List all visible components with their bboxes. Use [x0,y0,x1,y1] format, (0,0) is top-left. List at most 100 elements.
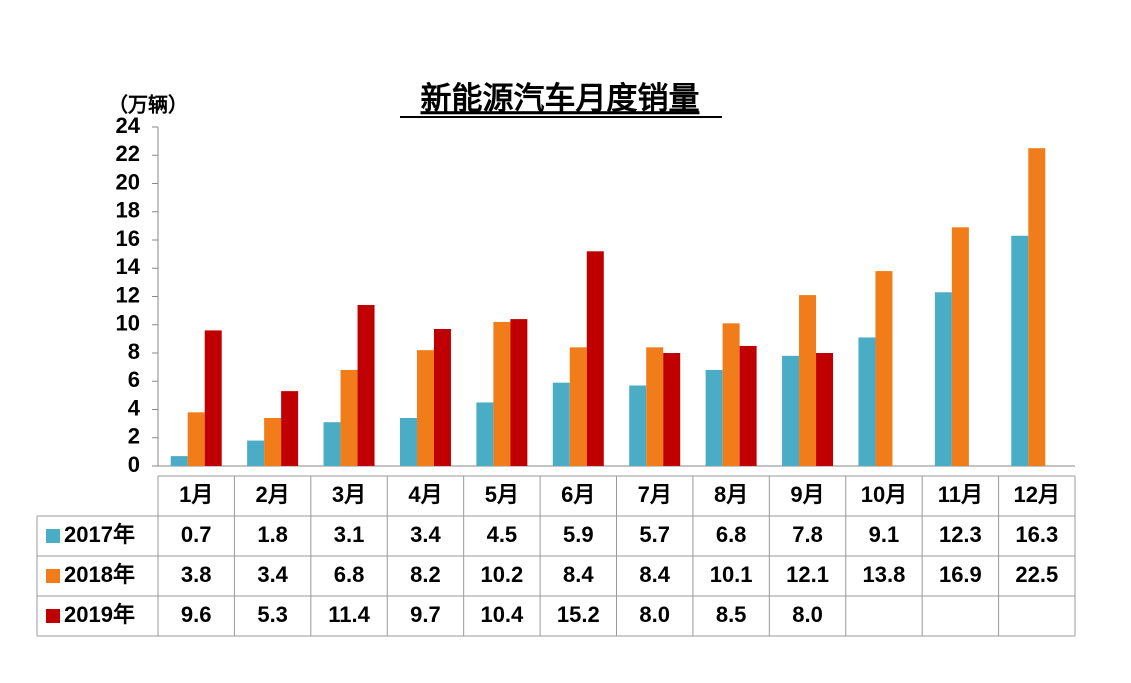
y-unit: （万辆） [108,92,188,116]
table-value: 3.1 [334,522,365,547]
x-tick-label: 5月 [485,482,519,507]
bar [951,227,969,466]
table-value: 6.8 [334,562,365,587]
table-value: 5.3 [257,602,288,627]
x-tick-label: 6月 [561,482,595,507]
y-tick-label: 2 [128,424,140,449]
table-value: 5.7 [639,522,670,547]
bar [816,353,834,466]
legend-label: 2019年 [64,602,135,627]
bar [1011,235,1029,466]
bar [476,402,494,466]
table-value: 11.4 [328,602,370,627]
bar [323,422,341,466]
bar [722,323,740,466]
legend-swatch [46,529,60,543]
x-tick-label: 12月 [1014,482,1060,507]
bar [1028,148,1046,466]
table-value: 22.5 [1015,562,1058,587]
table-value: 10.1 [710,562,753,587]
table-value: 12.3 [939,522,982,547]
bar [493,321,511,466]
legend-label: 2018年 [64,562,135,587]
x-tick-label: 3月 [332,482,366,507]
x-tick-label: 11月 [938,482,983,507]
table-value: 3.8 [181,562,212,587]
bar [399,417,417,466]
x-tick-label: 4月 [408,482,442,507]
bar [858,337,876,466]
table-value: 9.6 [181,602,212,627]
y-tick-label: 20 [116,169,140,194]
x-tick-label: 9月 [790,482,824,507]
y-tick-label: 16 [116,226,140,251]
bar [416,350,434,466]
bar [586,251,604,466]
table-value: 10.4 [480,602,524,627]
table-value: 12.1 [786,562,829,587]
table-value: 8.4 [639,562,670,587]
legend-label: 2017年 [64,522,135,547]
y-tick-label: 10 [116,311,140,336]
table-value: 5.9 [563,522,594,547]
table-value: 9.7 [410,602,441,627]
bar [340,369,358,466]
table-value: 8.0 [792,602,823,627]
bar [782,355,800,466]
y-tick-label: 8 [128,339,140,364]
table-value: 3.4 [257,562,288,587]
bar [663,353,681,466]
table-value: 16.9 [939,562,982,587]
bar [629,385,647,466]
bar [170,456,188,466]
table-value: 6.8 [716,522,747,547]
y-tick-label: 6 [128,367,140,392]
bar [187,412,205,466]
bar [247,440,265,466]
bar [875,271,893,466]
legend-swatch [46,569,60,583]
table-value: 8.5 [716,602,747,627]
table-value: 16.3 [1015,522,1058,547]
table-value: 9.1 [869,522,900,547]
bar [799,295,817,466]
bar [204,330,222,466]
bar [281,391,299,466]
table-value: 0.7 [181,522,212,547]
x-tick-label: 1月 [179,482,213,507]
y-tick-label: 12 [116,282,140,307]
x-tick-label: 10月 [861,482,907,507]
table-value: 15.2 [557,602,600,627]
table-value: 7.8 [792,522,823,547]
table-value: 8.0 [639,602,670,627]
table-value: 3.4 [410,522,441,547]
table-value: 8.4 [563,562,594,587]
bar [433,328,451,466]
x-tick-label: 7月 [638,482,672,507]
table-value: 1.8 [257,522,288,547]
bar [510,319,528,466]
bar [646,347,664,466]
table-value: 13.8 [863,562,906,587]
table-value: 8.2 [410,562,441,587]
y-tick-label: 18 [116,198,140,223]
y-tick-label: 24 [116,113,141,138]
y-tick-label: 4 [128,395,141,420]
bar [739,345,757,466]
y-tick-label: 14 [116,254,141,279]
bar [264,417,282,466]
chart-title: 新能源汽车月度销量 [421,81,700,116]
bar [934,292,952,466]
bar [705,369,723,466]
bar [552,382,570,466]
x-tick-label: 2月 [256,482,290,507]
x-tick-label: 8月 [714,482,748,507]
legend-swatch [46,609,60,623]
y-tick-label: 0 [128,452,140,477]
y-tick-label: 22 [116,141,140,166]
bar [569,347,587,466]
table-value: 10.2 [480,562,523,587]
table-value: 4.5 [487,522,518,547]
bar [357,304,375,466]
